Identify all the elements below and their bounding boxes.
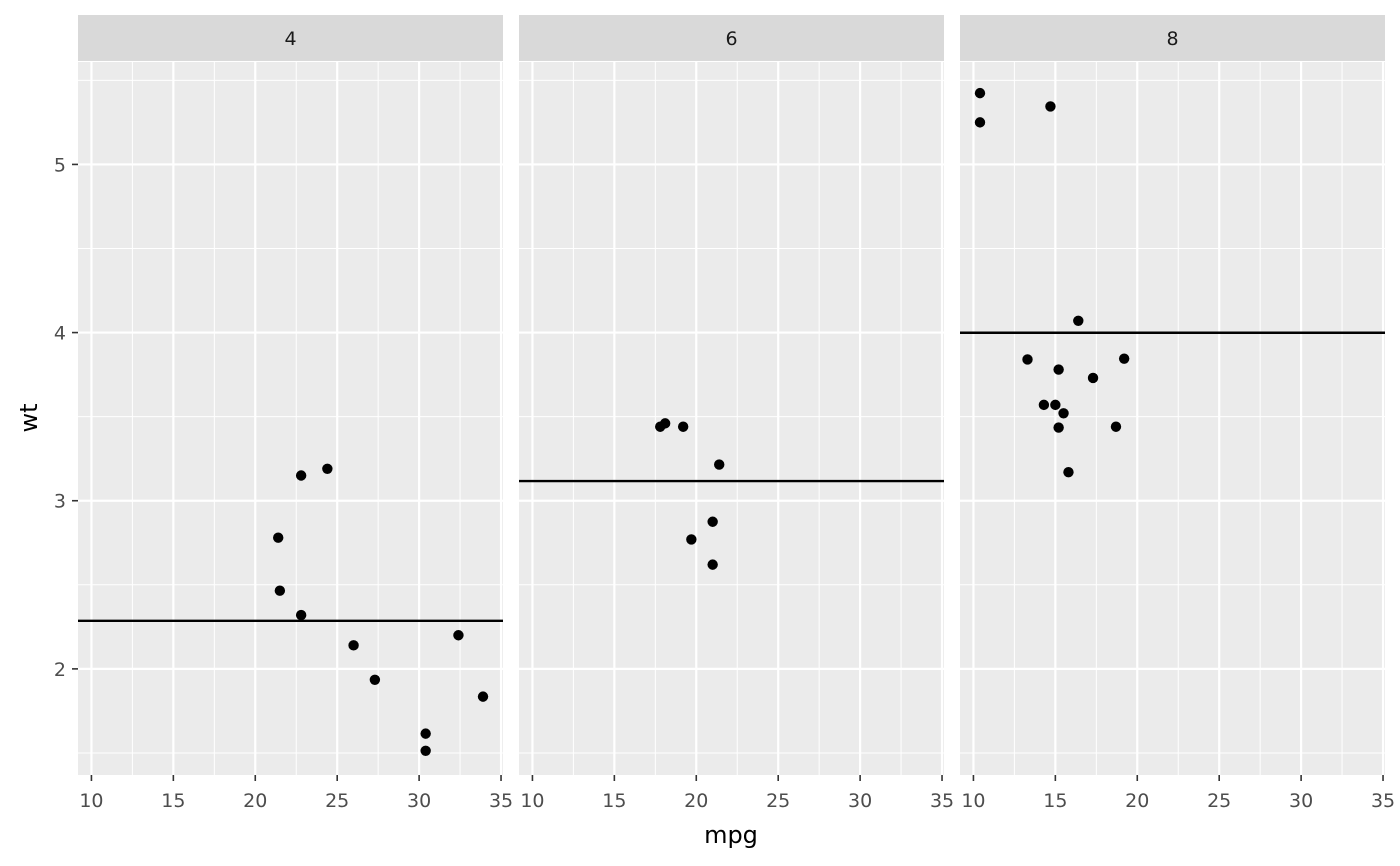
data-point [1038, 399, 1050, 411]
data-point [707, 559, 718, 570]
x-tick-label: 25 [1207, 790, 1231, 812]
data-point [420, 745, 431, 756]
data-point [1118, 353, 1130, 364]
data-point [1053, 422, 1064, 433]
y-tick-label: 4 [54, 323, 66, 345]
data-point [274, 585, 286, 596]
data-point [420, 728, 431, 739]
facet-panel-4: 4 10 15 20 25 30 35 [78, 15, 513, 812]
y-tick-label: 3 [54, 491, 66, 513]
x-tick-label: 30 [1289, 790, 1313, 812]
y-tick-label: 5 [54, 154, 66, 176]
data-point [1063, 466, 1074, 478]
facet-panel-6: 6 10 15 20 25 30 35 [519, 15, 954, 812]
data-point [714, 459, 725, 470]
data-point [1073, 315, 1084, 327]
x-tick-label: 35 [1371, 790, 1395, 812]
data-point [322, 463, 333, 474]
data-point [295, 470, 307, 481]
data-point [369, 674, 381, 686]
data-point [273, 532, 284, 543]
facet-strip [78, 15, 503, 61]
x-tick-label: 10 [520, 790, 544, 812]
panel-background [78, 62, 503, 775]
x-tick-label: 30 [407, 790, 431, 812]
data-point [477, 691, 489, 702]
panel-background [960, 62, 1385, 775]
data-point [974, 87, 986, 99]
data-point [655, 421, 666, 432]
x-tick-label: 20 [684, 790, 708, 812]
data-point [677, 421, 689, 432]
x-tick-label: 10 [79, 790, 103, 812]
data-point [686, 534, 697, 545]
y-axis: 2 3 4 5 [54, 154, 78, 681]
data-point [1053, 364, 1064, 375]
data-point [348, 640, 359, 651]
panel-background [519, 62, 944, 775]
data-point [1058, 408, 1069, 419]
facet-strip-label: 6 [725, 28, 737, 50]
y-tick-label: 2 [54, 659, 66, 681]
data-point [1110, 421, 1122, 432]
x-tick-label: 20 [243, 790, 267, 812]
facet-strip [519, 15, 944, 61]
x-axis-title: mpg [704, 821, 758, 849]
x-tick-label: 10 [961, 790, 985, 812]
facet-strip-label: 4 [284, 28, 296, 50]
y-axis-title: wt [15, 403, 43, 432]
data-point [453, 630, 464, 641]
x-tick-label: 35 [930, 790, 954, 812]
facet-panel-8: 8 10 15 20 25 30 35 [960, 15, 1395, 812]
data-point [1050, 399, 1061, 411]
data-point [707, 516, 718, 527]
data-point [295, 609, 307, 621]
x-tick-label: 25 [325, 790, 349, 812]
x-tick-label: 15 [161, 790, 185, 812]
x-tick-label: 15 [602, 790, 626, 812]
x-tick-label: 30 [848, 790, 872, 812]
data-point [974, 117, 986, 128]
facet-panels: 4 10 15 20 25 30 35 6 10 15 20 25 30 35 8 10 15 20 25 30 35 [78, 15, 1395, 812]
x-tick-label: 35 [489, 790, 513, 812]
x-tick-label: 25 [766, 790, 790, 812]
data-point [1045, 101, 1056, 112]
data-point [1087, 372, 1099, 384]
x-tick-label: 15 [1043, 790, 1067, 812]
data-point [1022, 354, 1033, 365]
facet-strip-label: 8 [1166, 28, 1178, 50]
facet-strip [960, 15, 1385, 61]
x-tick-label: 20 [1125, 790, 1149, 812]
